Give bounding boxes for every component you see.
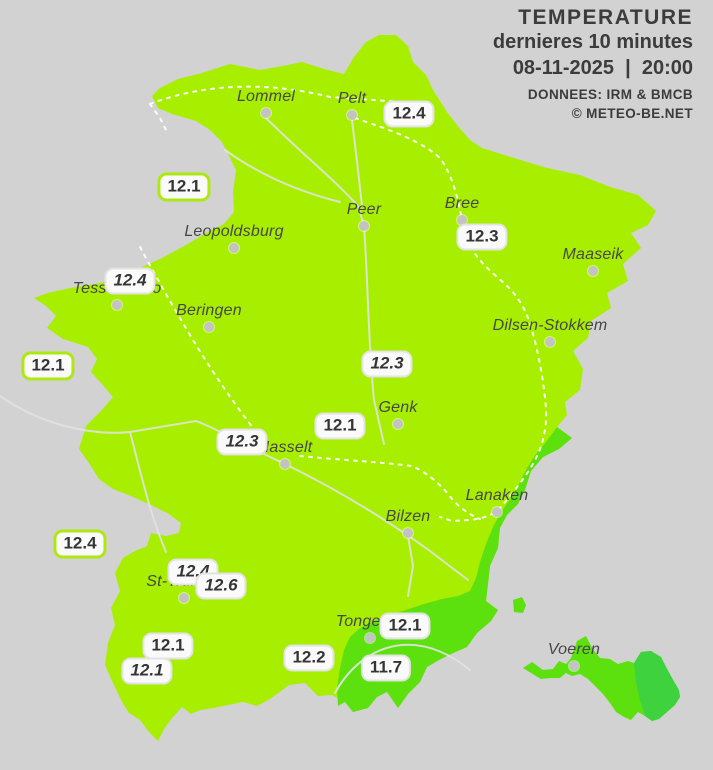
temperature-badge: 12.1 bbox=[314, 412, 366, 440]
city-label-leopoldsburg: Leopoldsburg bbox=[184, 223, 284, 240]
province-limburg-shape bbox=[34, 35, 656, 741]
city-label-pelt: Pelt bbox=[337, 90, 367, 107]
city-dot-tongeren bbox=[365, 633, 375, 643]
map-title: TEMPERATURE bbox=[518, 6, 693, 29]
city-label-bree: Bree bbox=[444, 195, 480, 212]
city-label-hasselt: Hasselt bbox=[257, 439, 313, 456]
city-dot-leopoldsburg bbox=[229, 243, 239, 253]
city-dot-pelt bbox=[347, 110, 357, 120]
city-label-bilzen: Bilzen bbox=[385, 508, 431, 525]
temperature-badge: 11.7 bbox=[360, 654, 412, 682]
city-label-beringen: Beringen bbox=[176, 302, 242, 319]
city-dot-tessenderlo bbox=[112, 300, 122, 310]
temperature-badge: 12.6 bbox=[195, 572, 247, 600]
map-subtitle: dernieres 10 minutes bbox=[492, 31, 693, 53]
city-dot-bilzen bbox=[403, 528, 413, 538]
temperature-badge: 12.4 bbox=[383, 100, 435, 128]
map-credit: © METEO-BE.NET bbox=[571, 106, 693, 121]
city-dot-peer bbox=[359, 221, 369, 231]
voeren-dark-zone bbox=[634, 651, 680, 721]
city-label-voeren: Voeren bbox=[547, 641, 601, 658]
temperature-badge: 12.4 bbox=[104, 267, 156, 295]
map-datetime: 08-11-2025 | 20:00 bbox=[512, 57, 693, 79]
temperature-zone-green bbox=[337, 427, 572, 712]
temperature-badge: 12.1 bbox=[379, 612, 431, 640]
city-label-peer: Peer bbox=[346, 201, 382, 218]
maas-islet bbox=[513, 597, 526, 613]
temperature-badge: 12.4 bbox=[53, 529, 107, 559]
city-dot-maaseik bbox=[588, 266, 598, 276]
temperature-badge: 12.1 bbox=[21, 351, 75, 381]
map-data-source: DONNEES: IRM & BMCB bbox=[527, 87, 693, 102]
city-dot-dilsen-stokkem bbox=[545, 337, 555, 347]
temperature-badge: 12.3 bbox=[456, 223, 508, 251]
city-dot-lanaken bbox=[492, 507, 502, 517]
border-dashed-lines bbox=[139, 85, 548, 523]
map-header: TEMPERATURE dernieres 10 minutes 08-11-2… bbox=[493, 6, 693, 121]
city-dot-lommel bbox=[261, 108, 271, 118]
city-dot-hasselt bbox=[280, 459, 290, 469]
city-label-maaseik: Maaseik bbox=[562, 246, 624, 263]
temperature-badge: 12.4 bbox=[167, 558, 219, 586]
temperature-badge: 12.1 bbox=[121, 657, 173, 685]
temperature-badge: 12.3 bbox=[361, 350, 413, 378]
city-dot-genk bbox=[393, 419, 403, 429]
city-label-genk: Genk bbox=[378, 399, 418, 416]
city-dot-beringen bbox=[204, 322, 214, 332]
temperature-badge: 12.1 bbox=[142, 632, 194, 660]
city-dot-voeren bbox=[569, 661, 579, 671]
temperature-badge: 12.3 bbox=[216, 428, 268, 456]
city-dot-bree bbox=[457, 215, 467, 225]
temperature-badge: 12.2 bbox=[283, 644, 335, 672]
city-label-dilsen-stokkem: Dilsen-Stokkem bbox=[492, 317, 608, 334]
city-label-lommel: Lommel bbox=[236, 88, 296, 105]
city-label-lanaken: Lanaken bbox=[465, 487, 529, 504]
city-dot-st-truiden bbox=[179, 593, 189, 603]
temperature-badge: 12.1 bbox=[157, 172, 211, 202]
